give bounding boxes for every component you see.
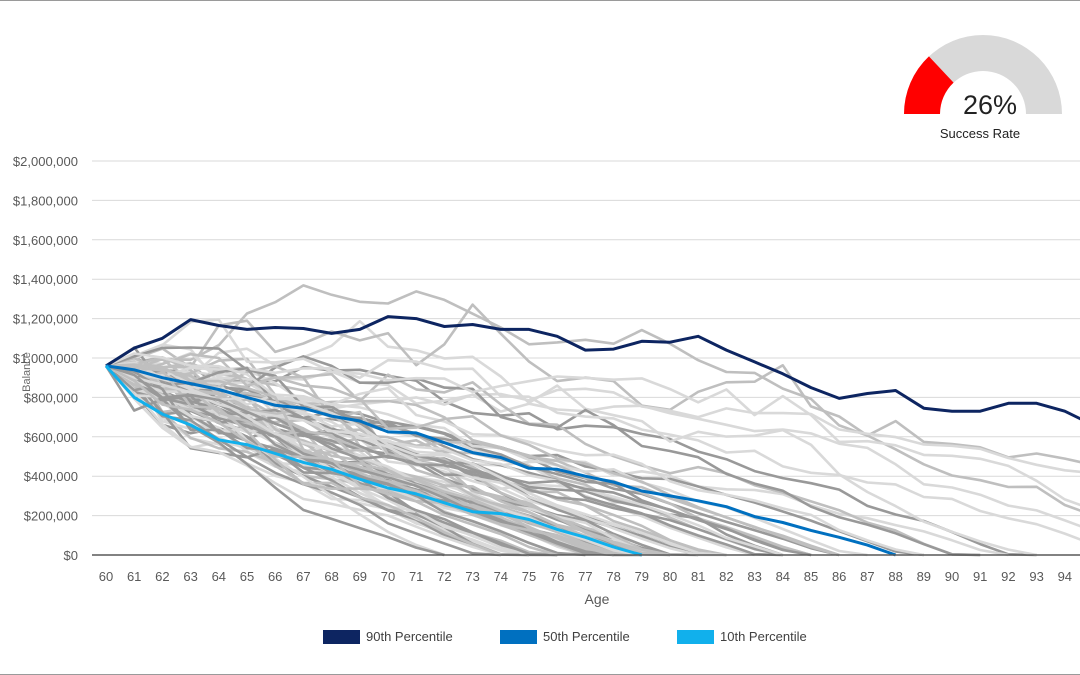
y-tick-label: $600,000 — [24, 430, 78, 445]
success-rate-gauge: 26% Success Rate — [904, 35, 1062, 141]
y-tick-label: $1,400,000 — [13, 272, 78, 287]
x-tick-label: 80 — [663, 569, 677, 584]
percentile-line-1 — [105, 315, 1080, 421]
legend-swatch — [323, 630, 360, 644]
x-tick-label: 87 — [860, 569, 874, 584]
simulation-path — [105, 364, 812, 557]
simulation-path — [104, 365, 445, 557]
simulation-path — [105, 352, 840, 557]
x-tick-label: 76 — [550, 569, 564, 584]
simulation-path — [105, 364, 812, 557]
x-tick-label: 71 — [409, 569, 423, 584]
y-tick-label: $1,000,000 — [13, 351, 78, 366]
x-tick-label: 70 — [381, 569, 395, 584]
x-tick-label: 90 — [945, 569, 959, 584]
simulation-path — [105, 358, 1080, 541]
simulation-path — [105, 364, 1080, 528]
x-tick-label: 66 — [268, 569, 282, 584]
simulation-path — [105, 356, 671, 557]
y-axis-tick-labels: $0 $200,000 $400,000 $600,000 $800,000 $1,000… — [13, 154, 78, 563]
y-tick-label: $1,600,000 — [13, 233, 78, 248]
y-tick-label: $400,000 — [24, 469, 78, 484]
x-tick-label: 74 — [494, 569, 508, 584]
gauge-fill — [904, 56, 954, 114]
x-tick-label: 77 — [578, 569, 592, 584]
y-tick-label: $800,000 — [24, 390, 78, 405]
y-tick-label: $1,200,000 — [13, 312, 78, 327]
gauge-label: Success Rate — [940, 126, 1020, 141]
x-tick-label: 64 — [212, 569, 226, 584]
simulation-path — [105, 352, 727, 557]
x-tick-label: 67 — [296, 569, 310, 584]
legend-label: 50th Percentile — [543, 629, 630, 644]
simulation-path — [105, 319, 1037, 557]
percentile-line-2 — [105, 364, 897, 557]
simulation-paths — [104, 284, 1080, 557]
x-tick-label: 88 — [888, 569, 902, 584]
y-tick-label: $1,800,000 — [13, 193, 78, 208]
legend-label: 90th Percentile — [366, 629, 453, 644]
x-tick-label: 62 — [155, 569, 169, 584]
x-tick-label: 83 — [747, 569, 761, 584]
x-tick-label: 85 — [804, 569, 818, 584]
x-tick-label: 92 — [1001, 569, 1015, 584]
x-tick-label: 86 — [832, 569, 846, 584]
legend: 90th Percentile 50th Percentile 10th Perce… — [323, 629, 807, 644]
simulation-path — [105, 364, 502, 557]
x-tick-label: 69 — [353, 569, 367, 584]
y-tick-label: $0 — [64, 548, 78, 563]
gauge-value: 26% — [963, 90, 1017, 120]
simulation-path — [105, 364, 530, 557]
x-tick-label: 65 — [240, 569, 254, 584]
x-tick-label: 73 — [465, 569, 479, 584]
x-tick-label: 78 — [606, 569, 620, 584]
x-tick-label: 60 — [99, 569, 113, 584]
simulation-path — [105, 364, 615, 557]
x-tick-label: 63 — [183, 569, 197, 584]
x-tick-label: 79 — [635, 569, 649, 584]
percentile-lines — [104, 315, 1080, 557]
x-tick-label: 72 — [437, 569, 451, 584]
x-tick-label: 93 — [1029, 569, 1043, 584]
x-axis-title: Age — [585, 591, 610, 607]
legend-swatch — [677, 630, 714, 644]
x-tick-label: 89 — [917, 569, 931, 584]
x-tick-label: 82 — [719, 569, 733, 584]
x-tick-label: 81 — [691, 569, 705, 584]
x-tick-label: 84 — [776, 569, 790, 584]
legend-label: 10th Percentile — [720, 629, 807, 644]
simulation-path — [105, 363, 614, 557]
simulation-path — [105, 364, 558, 557]
x-tick-label: 91 — [973, 569, 987, 584]
y-tick-label: $2,000,000 — [13, 154, 78, 169]
x-axis-tick-labels: 60 61 62 63 64 65 66 67 68 69 70 71 72 73 74 75 76 77 78 79… — [99, 569, 1072, 584]
x-tick-label: 68 — [324, 569, 338, 584]
x-tick-label: 61 — [127, 569, 141, 584]
y-tick-label: $200,000 — [24, 509, 78, 524]
x-tick-label: 94 — [1058, 569, 1072, 584]
x-tick-label: 75 — [522, 569, 536, 584]
y-axis-title: Balance — [21, 352, 33, 392]
legend-swatch — [500, 630, 537, 644]
simulation-path — [105, 318, 1080, 507]
percentile-line-3 — [104, 364, 643, 557]
simulation-path — [105, 284, 1080, 512]
simulation-path — [105, 364, 784, 557]
